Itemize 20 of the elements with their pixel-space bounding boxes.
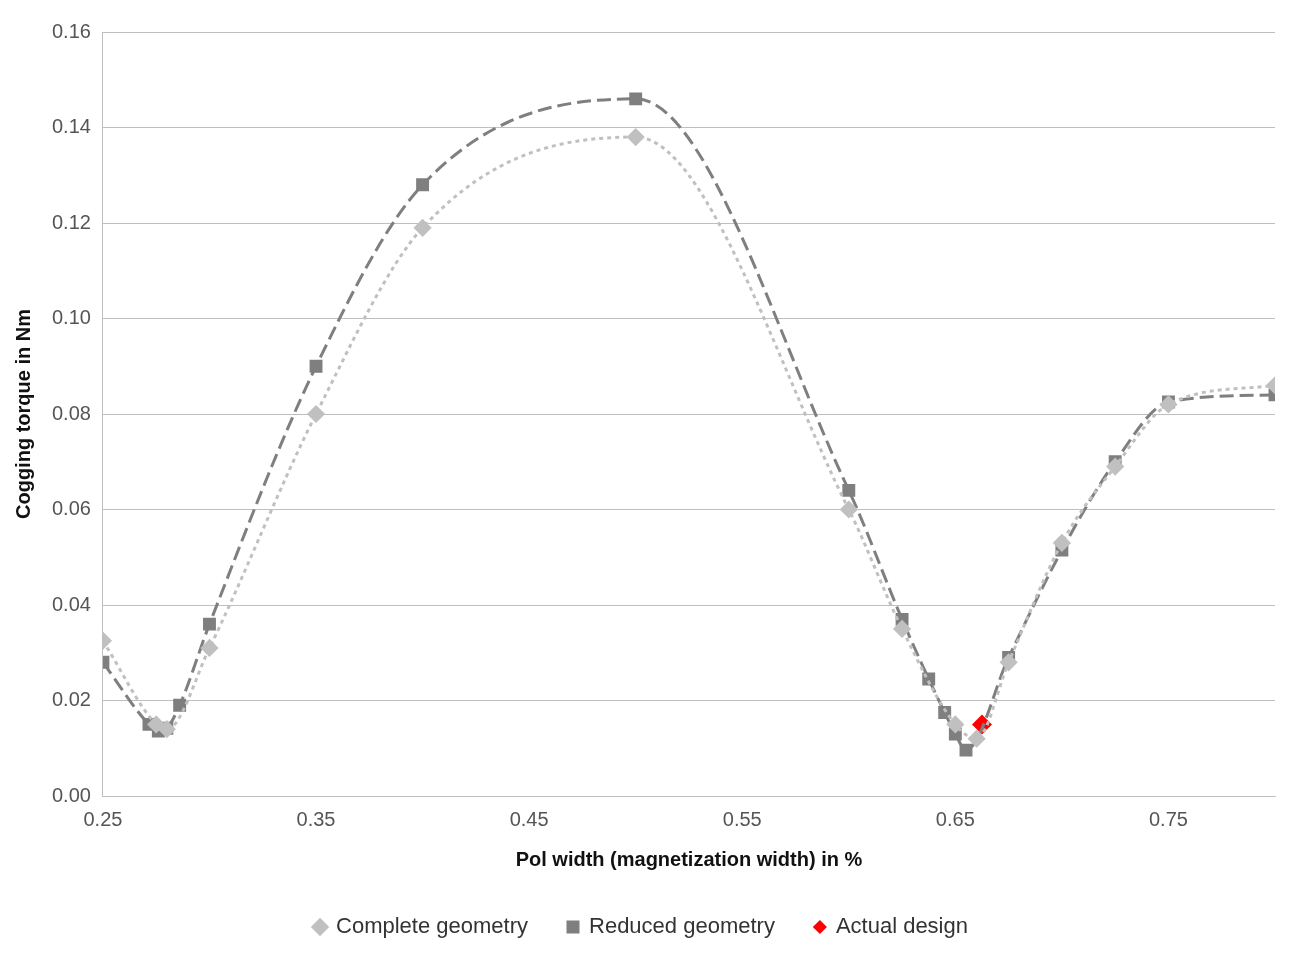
y-tick-label: 0.00 xyxy=(51,783,91,806)
y-tick-label: 0.16 xyxy=(51,19,91,42)
y-tick-label: 0.10 xyxy=(51,306,91,329)
x-tick-label: 0.45 xyxy=(509,807,549,830)
y-tick-label: 0.14 xyxy=(51,115,91,138)
x-tick-label: 0.75 xyxy=(1148,807,1188,830)
y-tick-label: 0.02 xyxy=(51,688,91,711)
y-tick-label: 0.12 xyxy=(51,210,91,233)
legend-label: Reduced geometry xyxy=(589,913,775,939)
y-axis-title: Cogging torque in Nm xyxy=(11,309,34,519)
legend-label: Actual design xyxy=(835,913,968,939)
x-tick-label: 0.25 xyxy=(83,807,123,830)
y-tick-label: 0.06 xyxy=(51,497,91,520)
x-axis-title: Pol width (magnetization width) in % xyxy=(515,847,863,870)
x-tick-label: 0.65 xyxy=(935,807,975,830)
y-tick-label: 0.08 xyxy=(51,401,91,424)
x-tick-label: 0.35 xyxy=(296,807,336,830)
legend-label: Complete geometry xyxy=(336,913,529,939)
x-tick-label: 0.55 xyxy=(722,807,762,830)
y-tick-label: 0.04 xyxy=(51,592,91,615)
